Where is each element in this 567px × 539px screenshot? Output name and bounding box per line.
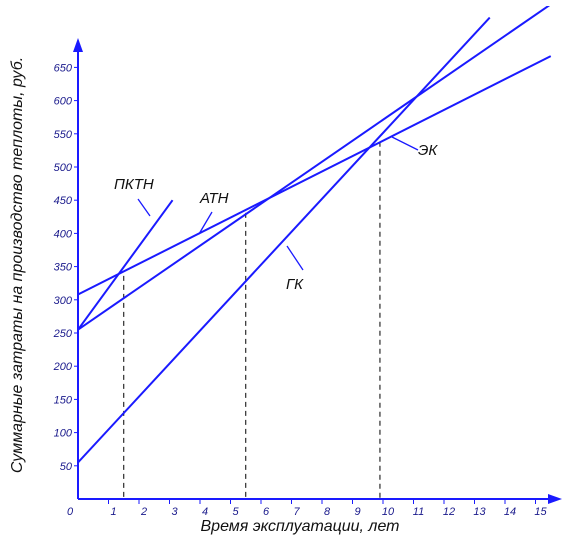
y-tick-label: 100 — [54, 428, 73, 440]
series-leader — [391, 136, 419, 151]
y-tick-label: 350 — [54, 262, 73, 274]
series-label: ПКТН — [114, 176, 154, 193]
x-tick-label: 2 — [140, 506, 147, 518]
y-tick-label: 250 — [53, 328, 73, 340]
series-label: ГК — [286, 276, 304, 293]
x-tick-label: 1 — [110, 506, 116, 518]
x-tick-label: 6 — [263, 506, 270, 518]
series-lines — [78, 6, 552, 464]
series-label: ЭК — [418, 142, 438, 159]
series-line — [78, 55, 552, 296]
x-axis-title: Время эксплуатации, лет — [201, 518, 400, 535]
x-tick-label: 7 — [293, 506, 300, 518]
y-tick-label: 650 — [54, 62, 73, 74]
x-tick-label: 3 — [171, 506, 178, 518]
x-tick-label: 14 — [504, 506, 516, 518]
y-tick-label: 450 — [54, 195, 73, 207]
y-tick-label: 400 — [54, 228, 73, 240]
y-tick-label: 50 — [60, 461, 73, 473]
y-tick-label: 300 — [54, 295, 73, 307]
series-labels: ПКТН АТН ЭК ГК — [114, 136, 438, 293]
y-axis-title: Суммарные затраты на производство теплот… — [9, 57, 26, 473]
x-axis-arrow — [548, 494, 562, 504]
series-label: АТН — [199, 190, 229, 207]
series-line — [78, 199, 174, 331]
series-line — [78, 6, 551, 331]
series-leader — [137, 198, 151, 217]
y-tick-label: 600 — [54, 96, 73, 108]
tick-labels: 0 1 2 3 4 5 6 7 8 9 10 11 12 13 14 15501001502002503003… — [53, 62, 548, 518]
x-tick-label: 8 — [324, 506, 331, 518]
x-tick-label: 10 — [382, 506, 395, 518]
x-tick-label: 11 — [413, 506, 424, 518]
series-leader — [286, 245, 304, 271]
x-tick-label: 13 — [473, 506, 486, 518]
series-leader — [198, 211, 213, 235]
x-tick-label: 15 — [534, 506, 547, 518]
series-line — [78, 16, 491, 464]
x-tick-label: 0 — [67, 506, 74, 518]
y-tick-label: 550 — [54, 129, 73, 141]
y-tick-label: 150 — [54, 394, 73, 406]
y-tick-label: 200 — [53, 361, 73, 373]
y-axis-arrow — [73, 38, 83, 52]
x-tick-label: 5 — [232, 506, 239, 518]
x-tick-label: 9 — [354, 506, 360, 518]
x-tick-label: 12 — [443, 506, 455, 518]
plot-area — [73, 6, 562, 504]
x-tick-label: 4 — [202, 506, 208, 518]
y-tick-label: 500 — [54, 162, 73, 174]
